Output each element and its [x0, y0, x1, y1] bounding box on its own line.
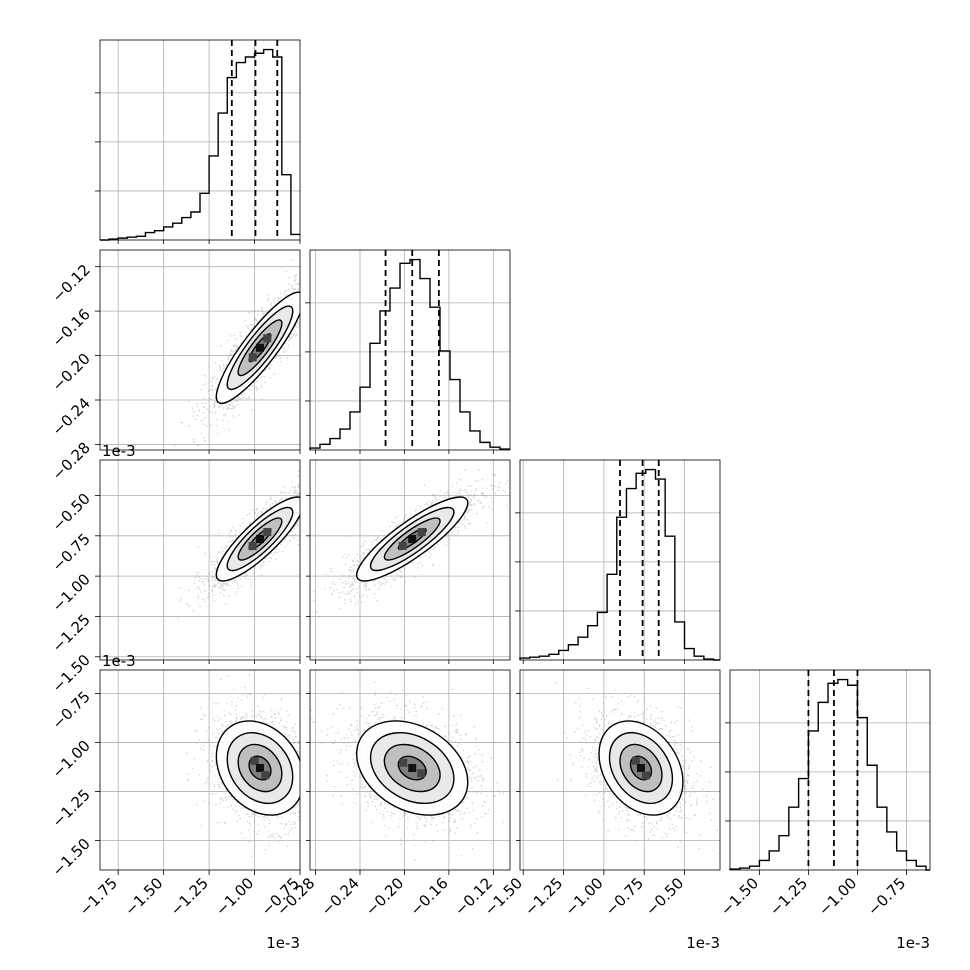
x-tick-label: −1.25: [521, 874, 566, 919]
x-tick-label: −0.20: [362, 874, 407, 919]
histogram-frame-2: [519, 459, 721, 661]
corner-panels: [95, 39, 931, 871]
panel-frame-2-1: [309, 459, 511, 661]
histogram-frame-3: [729, 669, 931, 871]
panel-frame-3-0: [99, 669, 301, 871]
x-tick-label: −0.50: [642, 874, 687, 919]
density-peak: [636, 764, 645, 773]
histogram-2: [519, 468, 720, 661]
y-tick-label: −1.50: [49, 651, 94, 696]
y-tick-label: −1.50: [49, 835, 94, 880]
histogram-3: [729, 678, 930, 871]
x-tick-label: −1.25: [766, 874, 811, 919]
histogram-1: [309, 258, 510, 450]
panel-frame-3-2: [519, 669, 721, 871]
y-offset-label: 1e-3: [102, 442, 136, 460]
x-offset-label: 1e-3: [266, 934, 300, 952]
x-tick-label: −1.00: [561, 874, 606, 919]
panel-3-2: [555, 681, 719, 851]
panel-1-0: [174, 259, 300, 447]
y-tick-label: −0.28: [49, 439, 94, 484]
y-tick-label: −0.50: [49, 490, 94, 535]
x-offset-label: 1e-3: [686, 934, 720, 952]
x-tick-label: −1.25: [167, 874, 212, 919]
panel-2-1: [313, 468, 509, 618]
y-tick-label: −0.75: [49, 530, 94, 575]
y-tick-label: −0.24: [49, 394, 94, 439]
panel-3-1: [310, 673, 505, 861]
panel-2-0: [177, 470, 300, 620]
y-tick-label: −1.25: [49, 611, 94, 656]
density-peak: [250, 756, 259, 765]
x-tick-label: −0.75: [864, 874, 909, 919]
y-tick-label: −1.25: [49, 786, 94, 831]
density-peak: [631, 756, 640, 765]
panel-frame-1-0: [99, 249, 301, 451]
density-peak: [256, 343, 264, 352]
density-peak: [398, 541, 407, 550]
density-peak: [256, 764, 264, 773]
density-peak: [408, 764, 417, 773]
y-tick-label: −0.12: [49, 261, 94, 306]
density-peak: [417, 528, 426, 537]
x-offset-label: 1e-3: [896, 934, 930, 952]
histogram-frame-0: [99, 39, 301, 241]
x-tick-label: −1.00: [212, 874, 257, 919]
density-peak: [642, 771, 651, 780]
density-peak: [399, 758, 408, 767]
density-peak: [256, 535, 264, 544]
y-tick-label: −1.00: [49, 737, 94, 782]
density-peak: [408, 535, 417, 544]
density-peak: [263, 334, 272, 343]
histogram-0: [100, 48, 300, 241]
y-offset-label: 1e-3: [102, 652, 136, 670]
y-tick-label: −0.20: [49, 350, 94, 395]
y-tick-label: −0.75: [49, 688, 94, 733]
panel-3-0: [186, 674, 300, 858]
histogram-frame-1: [309, 249, 511, 451]
x-tick-label: −1.50: [717, 874, 762, 919]
density-peak: [248, 542, 257, 551]
panel-frame-2-0: [99, 459, 301, 661]
density-peak: [263, 527, 272, 536]
panel-frame-3-1: [309, 669, 511, 871]
x-tick-label: −1.00: [815, 874, 860, 919]
density-peak: [248, 353, 257, 362]
x-tick-label: −0.16: [406, 874, 451, 919]
x-tick-label: −1.50: [121, 874, 166, 919]
density-peak: [417, 769, 426, 778]
x-tick-label: −0.75: [602, 874, 647, 919]
y-tick-label: −1.00: [49, 570, 94, 615]
x-tick-label: −1.75: [76, 874, 121, 919]
density-peak: [261, 771, 270, 780]
y-tick-label: −0.16: [49, 305, 94, 350]
x-tick-label: −0.24: [318, 874, 363, 919]
